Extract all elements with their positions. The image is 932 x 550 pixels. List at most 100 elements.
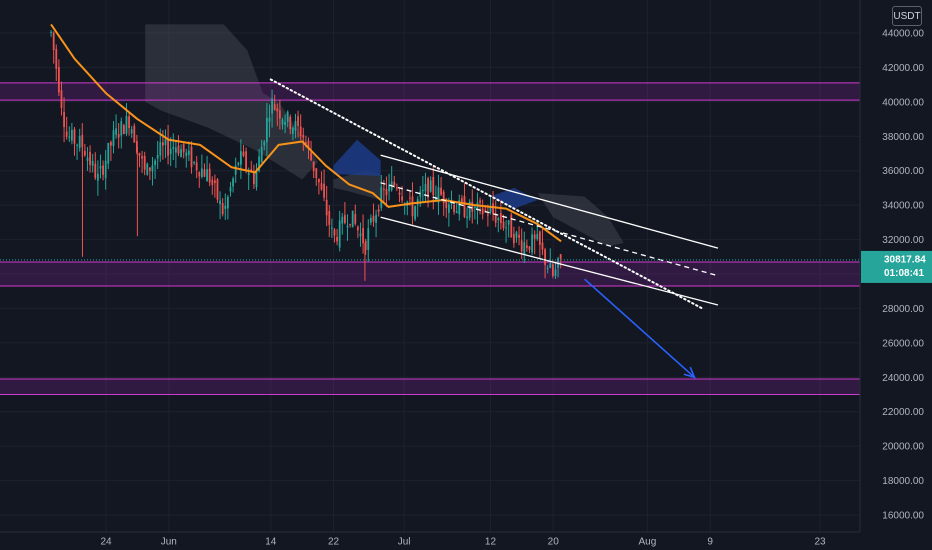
candle-body bbox=[63, 111, 65, 128]
candle-body bbox=[479, 200, 481, 203]
cloud-grey-top bbox=[145, 24, 318, 180]
cloud-blue-left bbox=[333, 139, 381, 176]
candle-body bbox=[442, 191, 445, 204]
candle-body bbox=[154, 160, 156, 166]
candles bbox=[50, 30, 562, 281]
candle-body bbox=[122, 125, 125, 135]
candle-body bbox=[96, 173, 99, 181]
candle-body bbox=[252, 172, 255, 185]
candle-body bbox=[408, 197, 411, 199]
price-tick-label: 16000.00 bbox=[882, 511, 924, 522]
zone-fill[interactable] bbox=[0, 379, 860, 395]
candle-body bbox=[559, 254, 562, 259]
trend-line-solid[interactable] bbox=[380, 216, 719, 306]
candle-body bbox=[544, 249, 546, 265]
candle-body bbox=[112, 130, 115, 147]
candle-body bbox=[198, 172, 201, 177]
candle-body bbox=[549, 263, 552, 268]
candle-body bbox=[302, 134, 305, 138]
price-tick-label: 24000.00 bbox=[882, 373, 924, 384]
candle-body bbox=[533, 234, 536, 239]
price-tick-label: 44000.00 bbox=[882, 29, 924, 40]
trend-line-solid[interactable] bbox=[380, 154, 719, 249]
price-tick-label: 38000.00 bbox=[882, 132, 924, 143]
currency-selector[interactable]: USDT bbox=[892, 6, 922, 26]
candle-body bbox=[427, 178, 429, 198]
projection-arrow[interactable] bbox=[584, 278, 696, 379]
candle-body bbox=[541, 242, 544, 250]
candle-body bbox=[226, 196, 229, 209]
candle-body bbox=[141, 156, 143, 159]
candle-body bbox=[414, 206, 416, 220]
candle-body bbox=[169, 148, 172, 154]
candle-body bbox=[94, 163, 97, 178]
candle-body bbox=[206, 169, 208, 182]
candle-body bbox=[323, 183, 325, 198]
last-price-badge: 30817.84 01:08:41 bbox=[861, 250, 932, 283]
candle-body bbox=[229, 187, 232, 192]
candle-body bbox=[172, 147, 175, 149]
candle-body bbox=[213, 180, 216, 184]
candle-body bbox=[245, 151, 247, 170]
candle-body bbox=[338, 220, 341, 248]
moving-average-line bbox=[50, 23, 562, 243]
candle-body bbox=[453, 204, 455, 212]
candle-body bbox=[458, 200, 461, 215]
candle-body bbox=[312, 161, 315, 172]
candle-body bbox=[57, 67, 60, 93]
candle-body bbox=[419, 191, 422, 197]
candle-body bbox=[463, 196, 466, 218]
candle-body bbox=[411, 196, 414, 217]
candle-body bbox=[151, 165, 154, 172]
candle-body bbox=[221, 203, 224, 214]
candle-body bbox=[497, 218, 500, 221]
candle-body bbox=[481, 208, 484, 215]
candle-body bbox=[190, 146, 193, 168]
price-tick-label: 36000.00 bbox=[882, 166, 924, 177]
zone-fill[interactable] bbox=[0, 82, 860, 101]
candle-body bbox=[281, 119, 284, 125]
candle-body bbox=[325, 199, 328, 216]
cloud-blue-right bbox=[490, 187, 538, 209]
price-tick-label: 34000.00 bbox=[882, 201, 924, 212]
zone-fill[interactable] bbox=[0, 261, 860, 287]
trend-line-dotted[interactable] bbox=[269, 78, 704, 310]
horizontal-zones[interactable] bbox=[0, 82, 860, 395]
price-axis[interactable]: 16000.00 18000.00 20000.00 22000.00 24000.00… bbox=[882, 29, 924, 522]
candle-body bbox=[375, 214, 377, 223]
candle-body bbox=[125, 116, 128, 134]
candle-body bbox=[336, 237, 338, 242]
trend-lines[interactable] bbox=[0, 78, 860, 310]
candle-body bbox=[328, 210, 331, 225]
candle-body bbox=[180, 149, 182, 158]
projection-arrow-shaft[interactable] bbox=[584, 278, 695, 378]
trend-line-dashed[interactable] bbox=[380, 182, 719, 277]
candle-body bbox=[333, 229, 336, 236]
candle-body bbox=[297, 116, 299, 127]
candle-body bbox=[330, 227, 333, 229]
candle-body bbox=[518, 234, 520, 238]
candle-body bbox=[421, 190, 424, 192]
candle-body bbox=[317, 178, 320, 183]
candle-body bbox=[507, 220, 510, 225]
candle-body bbox=[219, 200, 221, 205]
candle-body bbox=[182, 143, 185, 153]
candle-body bbox=[117, 134, 120, 138]
time-axis[interactable]: 24 Jun 14 22 Jul 12 20 Aug 9 23 bbox=[100, 536, 826, 547]
candle-body bbox=[291, 127, 294, 134]
candle-body bbox=[471, 201, 474, 212]
candle-body bbox=[159, 142, 162, 156]
candle-body bbox=[107, 142, 110, 164]
candle-body bbox=[91, 160, 94, 166]
price-tick-label: 40000.00 bbox=[882, 97, 924, 108]
candle-body bbox=[359, 233, 362, 237]
candle-body bbox=[398, 192, 401, 195]
candle-body bbox=[356, 226, 359, 231]
candle-body bbox=[468, 201, 471, 218]
candle-body bbox=[520, 240, 523, 252]
candle-body bbox=[65, 131, 68, 137]
candle-body bbox=[505, 227, 507, 229]
candle-body bbox=[512, 234, 515, 244]
